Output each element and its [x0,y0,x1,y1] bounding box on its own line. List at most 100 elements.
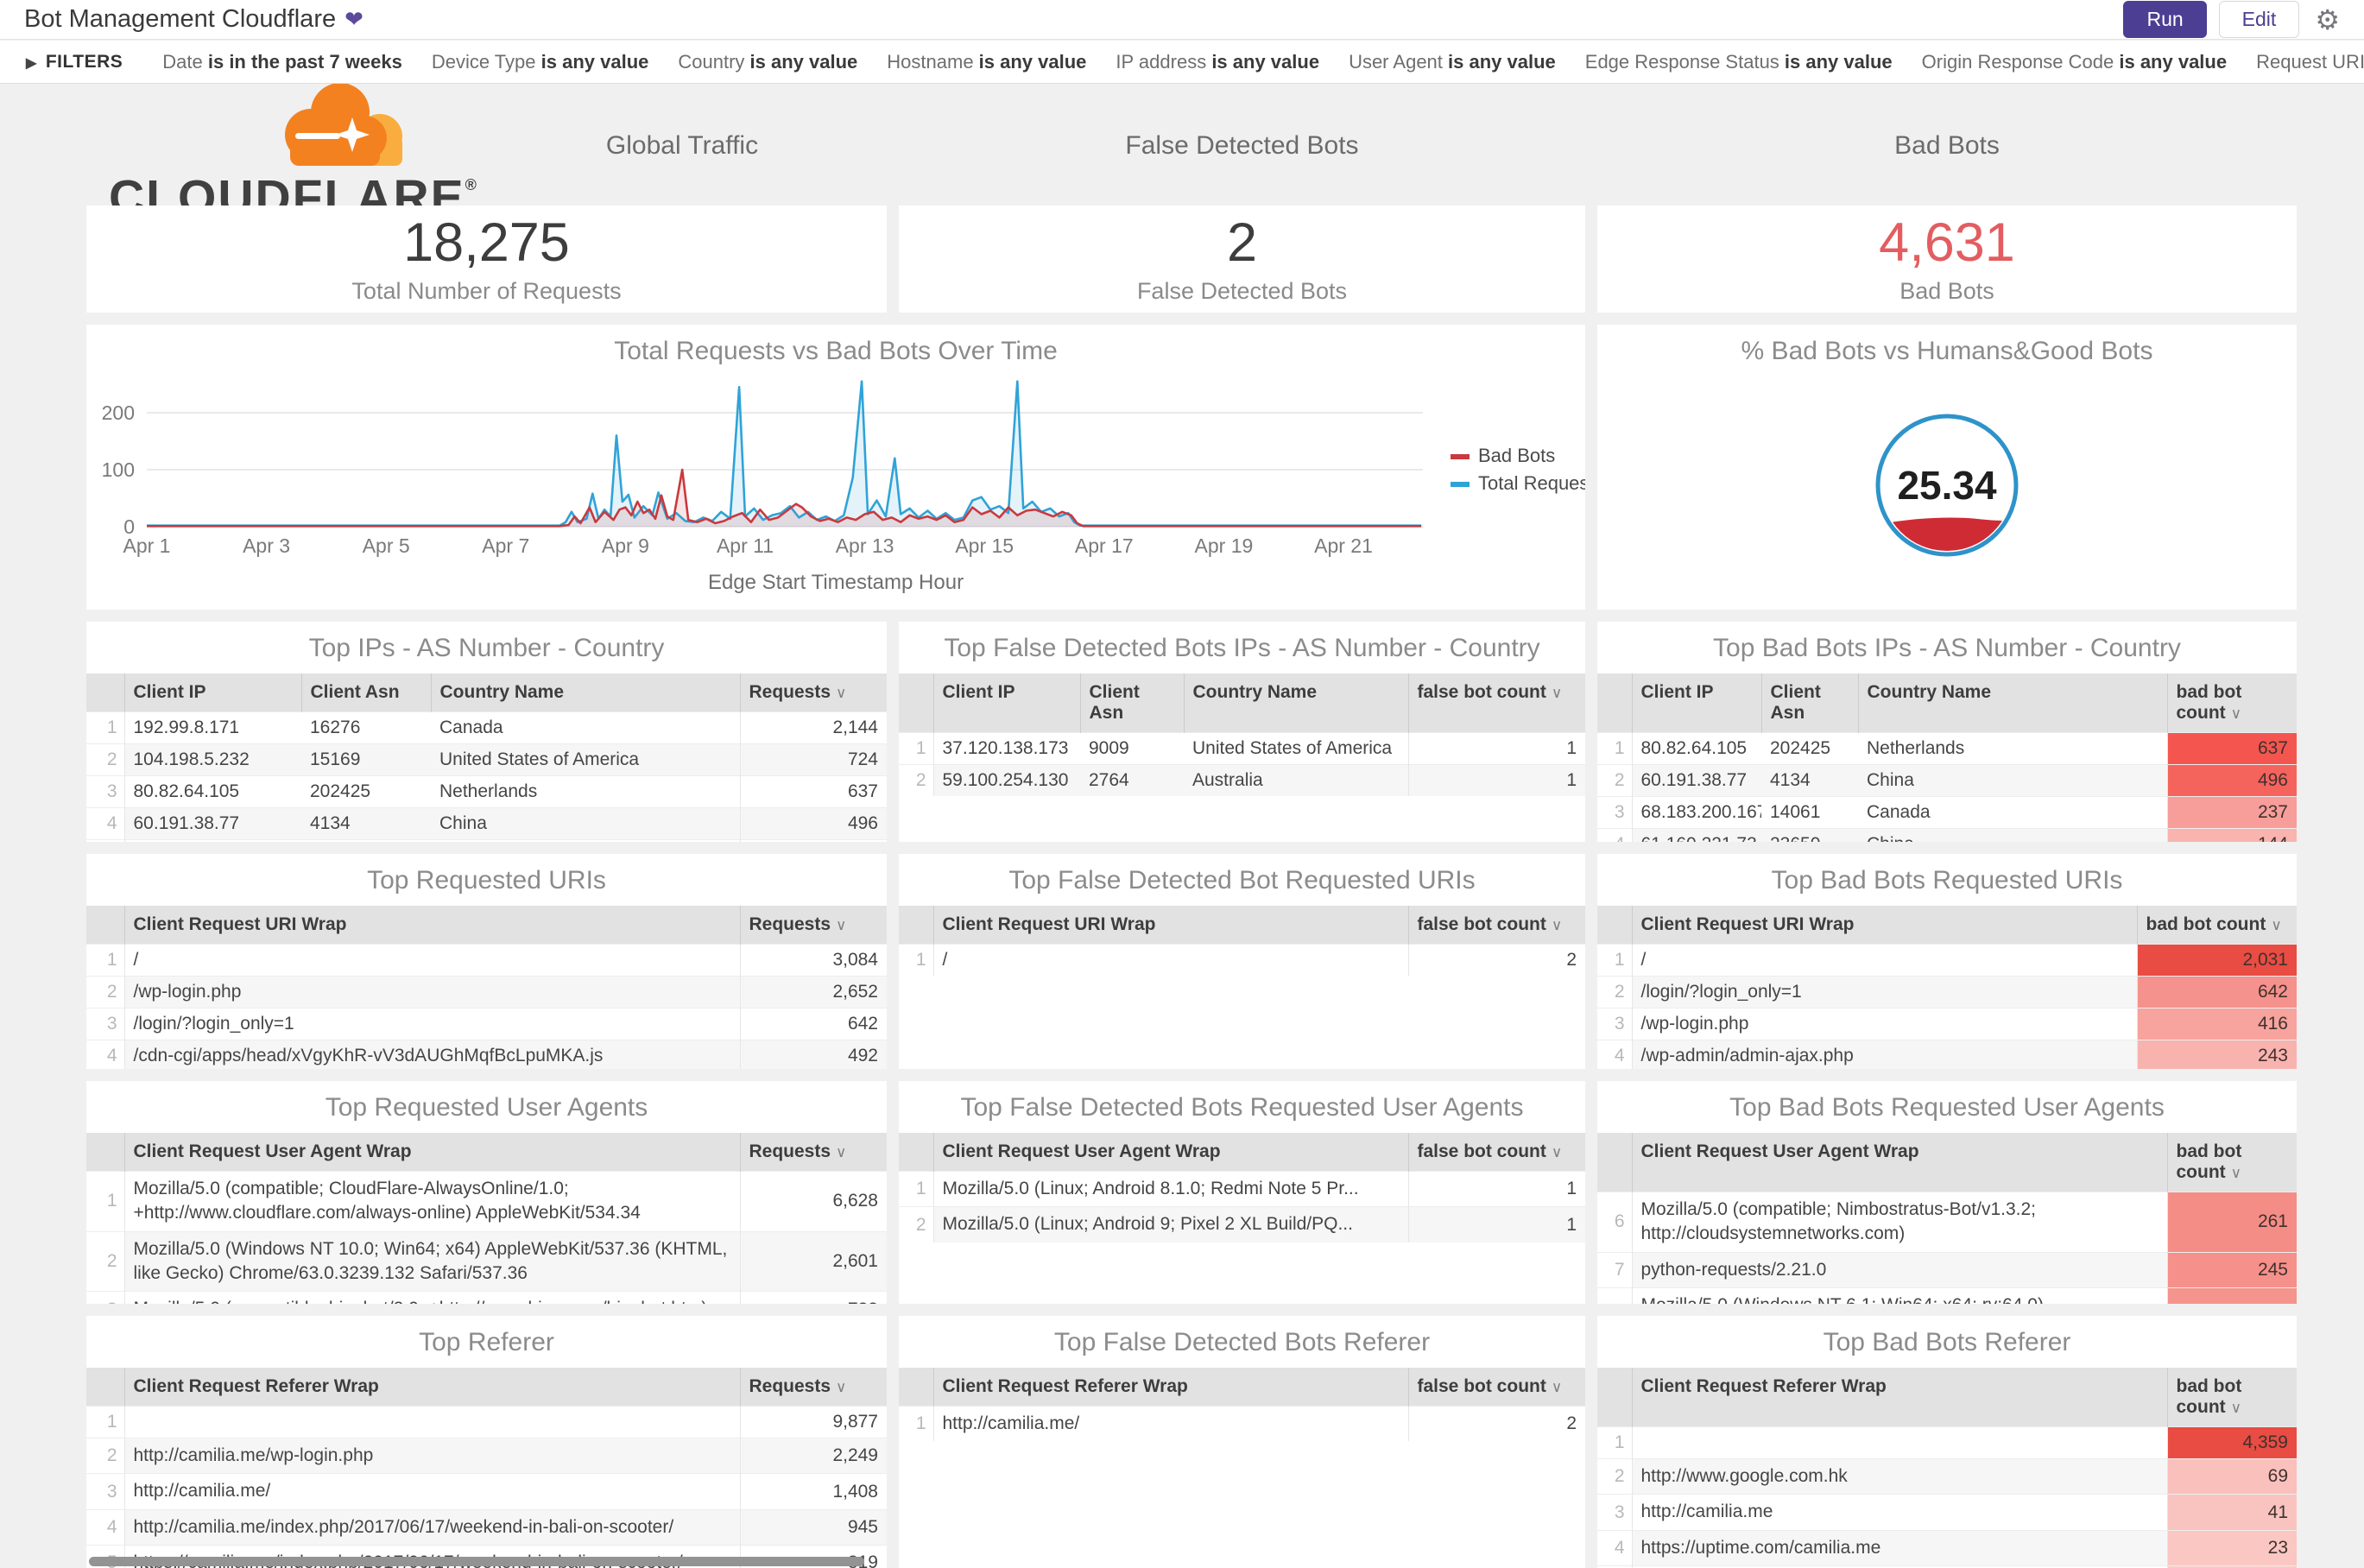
sort-desc-icon[interactable]: ∨ [836,685,847,701]
column-header[interactable]: bad bot count ∨ [2166,673,2297,733]
run-button[interactable]: Run [2123,1,2207,38]
column-header[interactable]: false bot count ∨ [1407,1368,1585,1407]
filter-item[interactable]: Origin Response Code is any value [1921,50,2228,73]
table-row[interactable]: 3 68.183.200.167 14061 Canada 237 [1597,796,2297,829]
column-header[interactable]: Requests ∨ [739,1368,887,1407]
sort-desc-icon[interactable]: ∨ [1551,917,1563,933]
filters-toggle[interactable]: ▶ FILTERS [26,51,123,72]
column-header[interactable]: Country Name [1857,673,2167,733]
column-header[interactable]: Client Request User Agent Wrap [1631,1133,2167,1192]
column-header[interactable]: Client Request Referer Wrap [932,1368,1408,1407]
column-header[interactable]: bad bot count ∨ [2166,1368,2297,1427]
column-header[interactable]: Country Name [430,673,740,712]
svg-text:200: 200 [102,401,135,424]
table-row[interactable]: 2 http://www.google.com.hk 69 [1597,1457,2297,1495]
table-row[interactable]: 1 Mozilla/5.0 (Linux; Android 8.1.0; Redm… [899,1170,1585,1207]
filter-item[interactable]: Date is in the past 7 weeks [162,50,402,73]
table-row[interactable]: 2 60.191.38.77 4134 China 496 [1597,764,2297,797]
column-header[interactable]: Requests ∨ [739,906,887,945]
table-row[interactable]: 8Mozilla/5.0 (Windows NT 6.1; Win64; x64… [1597,1287,2297,1304]
column-header[interactable]: Client Request User Agent Wrap [932,1133,1408,1172]
sort-desc-icon[interactable]: ∨ [1551,1144,1563,1160]
table-row[interactable]: 2 59.100.254.130 2764 Australia 1 [899,764,1585,796]
table-row[interactable]: 2 104.198.5.232 15169 United States of Amer… [86,743,887,776]
sort-desc-icon[interactable]: ∨ [836,1144,847,1160]
table-row[interactable]: 3 80.82.64.105 202425 Netherlands 637 [86,775,887,808]
gear-icon[interactable]: ⚙ [2315,3,2340,35]
column-header[interactable]: false bot count ∨ [1407,1133,1585,1172]
horizontal-scrollbar[interactable] [89,1557,864,1566]
column-header[interactable]: Client IP [1631,673,1761,733]
column-header[interactable]: Requests ∨ [739,673,887,712]
sort-desc-icon[interactable]: ∨ [836,1379,847,1395]
table-row[interactable]: 4/wp-admin/admin-ajax.php 243 [1597,1040,2297,1069]
table-row[interactable]: 1 9,877 [86,1406,887,1438]
filter-item[interactable]: Edge Response Status is any value [1584,50,1893,73]
table-row[interactable]: 3/wp-login.php 416 [1597,1008,2297,1040]
legend-item[interactable]: Bad Bots [1451,445,1555,466]
table-row[interactable]: 1/2,031 [1597,944,2297,977]
timeseries-chart[interactable]: 0 100 200 Apr 1 Apr 3 Apr 5 Apr 7 Apr 9 Apr 11 Ap… [86,373,1585,565]
value-cell: 637 [2166,732,2297,765]
table-row[interactable]: 3 http://camilia.me 41 [1597,1494,2297,1531]
column-header[interactable]: Requests ∨ [739,1133,887,1172]
table-row[interactable]: 2/wp-login.php 2,652 [86,976,887,1008]
table-row[interactable]: 2 Mozilla/5.0 (Windows NT 10.0; Win64; x6… [86,1230,887,1292]
column-header[interactable]: Client IP [123,673,301,712]
table-row[interactable]: 2/login/?login_only=1 642 [1597,976,2297,1008]
column-header[interactable]: Client Request URI Wrap [1631,906,2137,945]
sort-desc-icon[interactable]: ∨ [2230,1165,2242,1181]
column-header[interactable]: Client Request Referer Wrap [123,1368,740,1407]
sort-desc-icon[interactable]: ∨ [2230,1400,2242,1416]
table-row[interactable]: 1 Mozilla/5.0 (compatible; CloudFlare-Alw… [86,1171,887,1232]
table-row[interactable]: 6 Mozilla/5.0 (compatible; Nimbostratus-B… [1597,1192,2297,1253]
table-row[interactable]: 1 http://camilia.me/2 [899,1406,1585,1442]
table-row[interactable]: 1 37.120.138.173 9009 United States of Amer… [899,732,1585,765]
sort-desc-icon[interactable]: ∨ [2271,917,2282,933]
column-header[interactable]: Client Request User Agent Wrap [123,1133,740,1172]
table-row[interactable]: 461.160.221.7323650China144 [1597,828,2297,842]
filter-item[interactable]: User Agent is any value [1349,50,1556,73]
filter-item[interactable]: IP address is any value [1116,50,1320,73]
sort-desc-icon[interactable]: ∨ [1551,685,1563,701]
table-row[interactable]: 4 60.191.38.77 4134 China 496 [86,807,887,840]
column-header[interactable]: Client Asn [1079,673,1184,733]
table-row[interactable]: 1/2 [899,944,1585,976]
column-header[interactable]: false bot count ∨ [1407,906,1585,945]
table-row[interactable]: 3Mozilla/5.0 (compatible; bingbot/2.0; +… [86,1291,887,1304]
column-header[interactable]: Client Request URI Wrap [123,906,740,945]
table-row[interactable]: 2 Mozilla/5.0 (Linux; Android 9; Pixel 2 … [899,1206,1585,1242]
table-row[interactable]: 1 4,359 [1597,1426,2297,1459]
column-header[interactable]: Country Name [1183,673,1408,733]
table-row[interactable]: 1 192.99.8.171 16276 Canada 2,144 [86,711,887,744]
column-header[interactable]: false bot count ∨ [1407,673,1585,733]
column-header[interactable]: Client Asn [300,673,431,712]
table-row[interactable]: 3 http://camilia.me/1,408 [86,1473,887,1510]
filter-item[interactable]: Request URI is any value [2256,50,2364,73]
table-row[interactable]: 1 80.82.64.105 202425 Netherlands 637 [1597,732,2297,765]
filter-item[interactable]: Hostname is any value [887,50,1087,73]
column-header[interactable]: Client Request Referer Wrap [1631,1368,2167,1427]
table-row[interactable]: 4 http://camilia.me/index.php/2017/06/17/… [86,1508,887,1546]
table-row[interactable]: 7 python-requests/2.21.0 245 [1597,1251,2297,1288]
filter-item[interactable]: Device Type is any value [431,50,649,73]
table-row[interactable]: 3/login/?login_only=1 642 [86,1008,887,1040]
column-header[interactable]: bad bot count ∨ [2166,1133,2297,1192]
edit-button[interactable]: Edit [2218,1,2300,38]
column-header[interactable]: Client Asn [1760,673,1858,733]
filter-item[interactable]: Country is any value [678,50,858,73]
table-row[interactable]: 4 https://uptime.com/camilia.me 23 [1597,1529,2297,1566]
sort-desc-icon[interactable]: ∨ [2230,705,2242,722]
column-header[interactable]: bad bot count ∨ [2136,906,2297,945]
sort-desc-icon[interactable]: ∨ [836,917,847,933]
sort-desc-icon[interactable]: ∨ [1551,1379,1563,1395]
table-row[interactable]: 2 http://camilia.me/wp-login.php 2,249 [86,1437,887,1474]
column-header[interactable]: Client IP [932,673,1080,733]
table-row[interactable]: 1/3,084 [86,944,887,977]
legend-item[interactable]: Total Requests [1451,472,1585,494]
column-header[interactable]: Client Request URI Wrap [932,906,1408,945]
table-row[interactable]: 5http://camilia.me/wp-login.php18 [1597,1565,2297,1568]
table-row[interactable]: 5136.24.49.3719165United States of Ameri… [86,839,887,842]
table-row[interactable]: 4/cdn-cgi/apps/head/xVgyKhR-vV3dAUGhMqfB… [86,1040,887,1069]
text-cell: Netherlands [431,775,740,808]
